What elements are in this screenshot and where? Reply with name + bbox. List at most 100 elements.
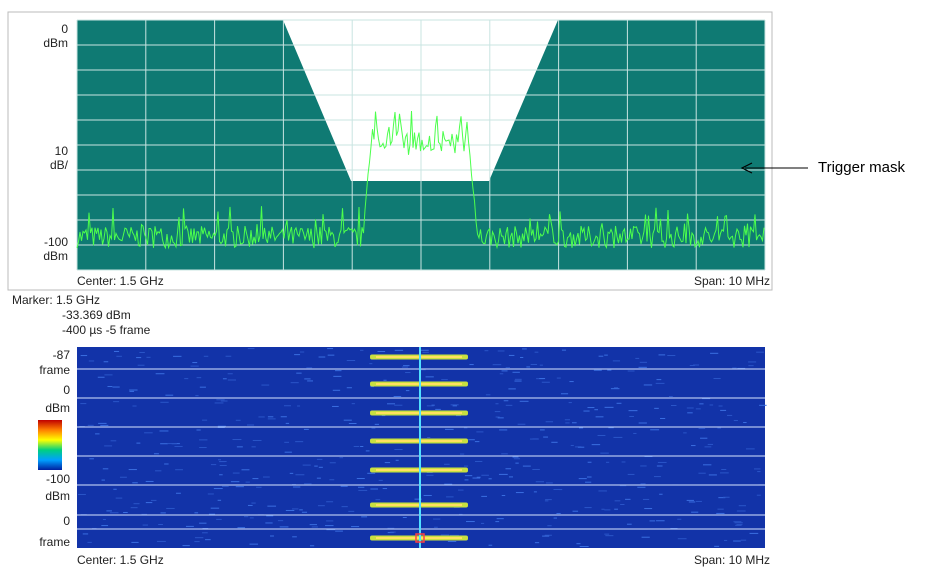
noise bbox=[291, 508, 299, 510]
noise bbox=[296, 372, 302, 374]
noise bbox=[383, 379, 387, 381]
noise bbox=[329, 462, 336, 464]
noise bbox=[115, 497, 123, 499]
noise bbox=[713, 378, 721, 380]
noise bbox=[709, 404, 714, 406]
noise bbox=[160, 512, 166, 514]
noise bbox=[394, 404, 403, 406]
noise bbox=[217, 459, 222, 461]
noise bbox=[633, 432, 637, 434]
noise bbox=[600, 452, 609, 454]
noise bbox=[119, 476, 127, 478]
noise bbox=[335, 370, 342, 372]
noise bbox=[495, 521, 500, 523]
noise bbox=[97, 376, 105, 378]
noise bbox=[740, 539, 747, 541]
noise bbox=[610, 388, 620, 390]
noise bbox=[214, 402, 224, 404]
noise bbox=[173, 355, 182, 357]
noise bbox=[556, 513, 561, 515]
noise bbox=[293, 486, 301, 488]
noise bbox=[103, 361, 109, 363]
noise bbox=[556, 377, 561, 379]
noise bbox=[332, 389, 341, 391]
noise bbox=[155, 470, 162, 472]
noise bbox=[390, 531, 396, 533]
noise bbox=[570, 444, 574, 446]
noise bbox=[371, 427, 376, 429]
noise bbox=[545, 499, 552, 501]
noise bbox=[158, 524, 163, 526]
noise bbox=[280, 416, 287, 418]
noise bbox=[190, 365, 199, 367]
noise bbox=[365, 450, 370, 452]
noise bbox=[292, 536, 297, 538]
noise bbox=[608, 427, 614, 429]
noise bbox=[640, 465, 647, 467]
noise bbox=[695, 500, 702, 502]
noise bbox=[644, 456, 653, 458]
noise bbox=[241, 469, 250, 471]
noise bbox=[657, 461, 667, 463]
noise bbox=[358, 489, 368, 491]
noise bbox=[515, 492, 524, 494]
noise bbox=[184, 378, 189, 380]
noise bbox=[301, 511, 308, 513]
noise bbox=[733, 540, 741, 542]
noise bbox=[535, 481, 545, 483]
noise bbox=[340, 485, 348, 487]
noise bbox=[285, 509, 295, 511]
noise bbox=[249, 543, 259, 545]
noise bbox=[519, 400, 529, 402]
noise bbox=[303, 428, 309, 430]
noise bbox=[150, 499, 157, 501]
noise bbox=[262, 476, 270, 478]
noise bbox=[718, 405, 723, 407]
noise bbox=[585, 481, 592, 483]
noise bbox=[153, 453, 159, 455]
noise bbox=[167, 443, 175, 445]
noise bbox=[708, 474, 717, 476]
noise bbox=[284, 441, 290, 443]
noise bbox=[78, 493, 86, 495]
noise bbox=[572, 510, 579, 512]
noise bbox=[714, 545, 720, 547]
noise bbox=[165, 394, 174, 396]
noise bbox=[129, 390, 135, 392]
noise bbox=[309, 524, 318, 526]
noise bbox=[210, 464, 217, 466]
y-label: dBm bbox=[43, 36, 68, 50]
marker-level: -33.369 dBm bbox=[62, 308, 131, 322]
noise bbox=[693, 364, 700, 366]
noise bbox=[360, 349, 364, 351]
noise bbox=[569, 381, 574, 383]
noise bbox=[405, 390, 410, 392]
noise bbox=[225, 355, 232, 357]
noise bbox=[196, 429, 201, 431]
noise bbox=[466, 521, 475, 523]
noise bbox=[614, 508, 618, 510]
noise bbox=[113, 350, 120, 352]
noise bbox=[686, 499, 694, 501]
noise bbox=[346, 387, 352, 389]
noise bbox=[80, 403, 87, 405]
noise bbox=[492, 364, 502, 366]
noise bbox=[232, 439, 242, 441]
noise bbox=[327, 354, 335, 356]
noise bbox=[598, 355, 604, 357]
noise bbox=[579, 427, 584, 429]
noise bbox=[640, 483, 646, 485]
noise bbox=[469, 364, 474, 366]
noise bbox=[171, 443, 177, 445]
noise bbox=[501, 370, 508, 372]
noise bbox=[369, 363, 373, 365]
noise bbox=[145, 502, 153, 504]
noise bbox=[499, 373, 504, 375]
noise bbox=[577, 446, 585, 448]
noise bbox=[414, 498, 422, 500]
noise bbox=[216, 399, 225, 401]
noise bbox=[565, 422, 570, 424]
noise bbox=[499, 429, 508, 431]
noise bbox=[625, 498, 631, 500]
